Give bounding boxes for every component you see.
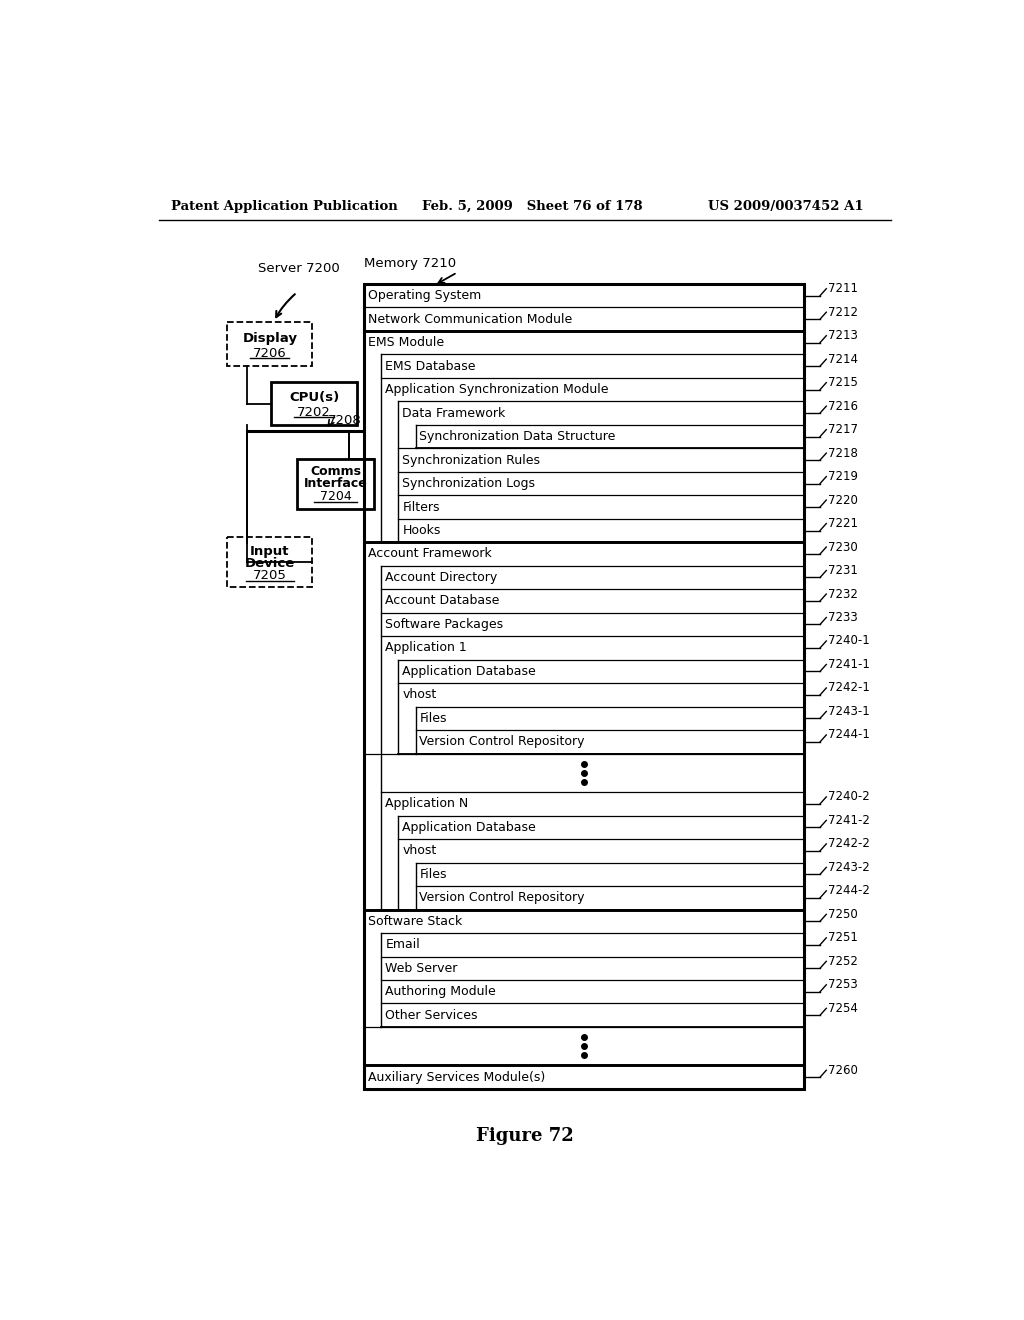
Text: Synchronization Logs: Synchronization Logs bbox=[402, 477, 536, 490]
Text: Files: Files bbox=[420, 867, 446, 880]
Text: 7216: 7216 bbox=[827, 400, 858, 413]
Text: Display: Display bbox=[243, 333, 297, 345]
Text: 7244-1: 7244-1 bbox=[827, 729, 869, 742]
Text: 7253: 7253 bbox=[827, 978, 857, 991]
Text: Memory 7210: Memory 7210 bbox=[365, 257, 457, 271]
Text: Network Communication Module: Network Communication Module bbox=[369, 313, 572, 326]
Text: 7221: 7221 bbox=[827, 517, 858, 531]
Text: Email: Email bbox=[385, 939, 420, 952]
Bar bbox=[365, 284, 804, 1089]
Text: Auxiliary Services Module(s): Auxiliary Services Module(s) bbox=[369, 1071, 546, 1084]
Text: 7220: 7220 bbox=[827, 494, 858, 507]
Text: 7254: 7254 bbox=[827, 1002, 858, 1015]
Text: 7215: 7215 bbox=[827, 376, 858, 389]
Text: Account Database: Account Database bbox=[385, 594, 500, 607]
Text: Data Framework: Data Framework bbox=[402, 407, 506, 420]
Bar bbox=[297, 459, 375, 508]
Text: Files: Files bbox=[420, 711, 446, 725]
Text: Synchronization Data Structure: Synchronization Data Structure bbox=[420, 430, 615, 444]
Text: 7242-1: 7242-1 bbox=[827, 681, 869, 694]
Text: Feb. 5, 2009   Sheet 76 of 178: Feb. 5, 2009 Sheet 76 of 178 bbox=[423, 199, 643, 213]
Text: vhost: vhost bbox=[402, 689, 436, 701]
Text: Interface: Interface bbox=[304, 478, 368, 490]
Text: 7260: 7260 bbox=[827, 1064, 858, 1077]
Text: 7218: 7218 bbox=[827, 446, 858, 459]
Text: 7205: 7205 bbox=[253, 569, 287, 582]
Text: 7242-2: 7242-2 bbox=[827, 837, 869, 850]
Text: EMS Database: EMS Database bbox=[385, 359, 476, 372]
Text: 7250: 7250 bbox=[827, 908, 857, 921]
Text: Server 7200: Server 7200 bbox=[258, 263, 339, 276]
Text: 7241-2: 7241-2 bbox=[827, 814, 869, 826]
Bar bbox=[227, 322, 312, 367]
Text: Application 1: Application 1 bbox=[385, 642, 467, 655]
Text: Software Stack: Software Stack bbox=[369, 915, 463, 928]
Text: 7214: 7214 bbox=[827, 352, 858, 366]
Text: 7243-1: 7243-1 bbox=[827, 705, 869, 718]
Text: Account Directory: Account Directory bbox=[385, 572, 498, 583]
Text: Patent Application Publication: Patent Application Publication bbox=[171, 199, 397, 213]
Text: 7232: 7232 bbox=[827, 587, 858, 601]
Text: Figure 72: Figure 72 bbox=[476, 1127, 573, 1146]
Text: Version Control Repository: Version Control Repository bbox=[420, 735, 585, 748]
Text: Application Database: Application Database bbox=[402, 821, 537, 834]
Text: 7231: 7231 bbox=[827, 564, 858, 577]
Text: Hooks: Hooks bbox=[402, 524, 440, 537]
Text: Application Synchronization Module: Application Synchronization Module bbox=[385, 383, 609, 396]
Text: 7213: 7213 bbox=[827, 329, 858, 342]
Text: 7240-1: 7240-1 bbox=[827, 635, 869, 648]
Bar bbox=[271, 383, 356, 425]
Text: 7240-2: 7240-2 bbox=[827, 791, 869, 804]
Text: US 2009/0037452 A1: US 2009/0037452 A1 bbox=[708, 199, 863, 213]
Text: Software Packages: Software Packages bbox=[385, 618, 504, 631]
Text: Synchronization Rules: Synchronization Rules bbox=[402, 454, 541, 466]
Text: Filters: Filters bbox=[402, 500, 440, 513]
Text: vhost: vhost bbox=[402, 845, 436, 857]
Text: Application N: Application N bbox=[385, 797, 469, 810]
Text: Web Server: Web Server bbox=[385, 962, 458, 974]
Text: Comms: Comms bbox=[310, 465, 361, 478]
Text: 7206: 7206 bbox=[253, 347, 287, 360]
Text: 7233: 7233 bbox=[827, 611, 857, 624]
Text: Input: Input bbox=[250, 545, 290, 558]
Text: Account Framework: Account Framework bbox=[369, 548, 492, 561]
Text: 7219: 7219 bbox=[827, 470, 858, 483]
Text: 7212: 7212 bbox=[827, 306, 858, 318]
Text: 7252: 7252 bbox=[827, 954, 858, 968]
Bar bbox=[227, 537, 312, 587]
Text: Application Database: Application Database bbox=[402, 665, 537, 678]
Text: CPU(s): CPU(s) bbox=[289, 391, 339, 404]
Text: Other Services: Other Services bbox=[385, 1008, 478, 1022]
Text: 7202: 7202 bbox=[297, 407, 331, 420]
Text: EMS Module: EMS Module bbox=[369, 337, 444, 348]
Text: 7211: 7211 bbox=[827, 282, 858, 296]
Text: 7208: 7208 bbox=[328, 413, 361, 426]
Text: 7230: 7230 bbox=[827, 541, 857, 553]
Text: 7241-1: 7241-1 bbox=[827, 657, 869, 671]
Text: Device: Device bbox=[245, 557, 295, 570]
Text: 7243-2: 7243-2 bbox=[827, 861, 869, 874]
Text: 7217: 7217 bbox=[827, 424, 858, 436]
Text: Version Control Repository: Version Control Repository bbox=[420, 891, 585, 904]
Text: 7251: 7251 bbox=[827, 932, 858, 944]
Text: Authoring Module: Authoring Module bbox=[385, 985, 496, 998]
Text: 7204: 7204 bbox=[319, 490, 351, 503]
Text: Operating System: Operating System bbox=[369, 289, 481, 302]
Text: 7244-2: 7244-2 bbox=[827, 884, 869, 898]
